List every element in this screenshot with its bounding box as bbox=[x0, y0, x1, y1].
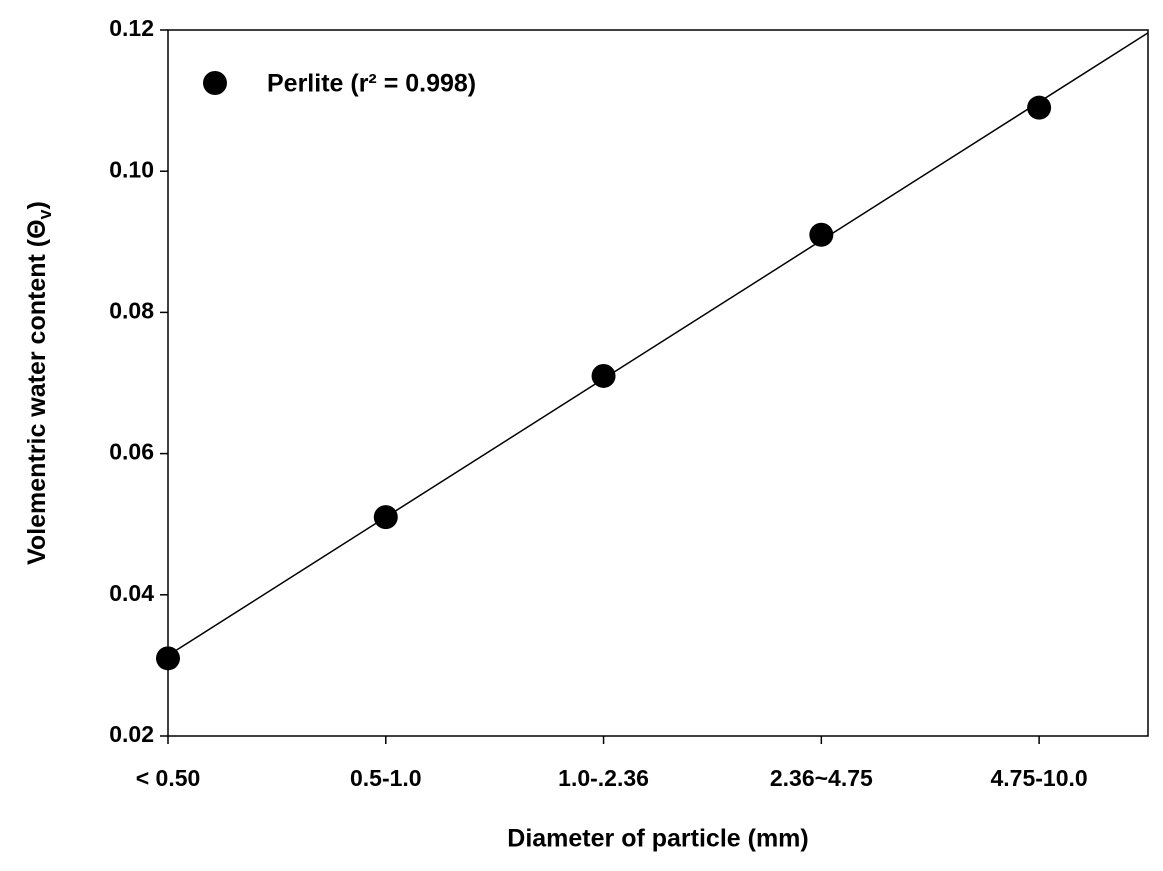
x-axis-title: Diameter of particle (mm) bbox=[507, 825, 808, 853]
y-tick-label: 0.10 bbox=[109, 156, 154, 182]
y-tick-label: 0.06 bbox=[109, 439, 154, 465]
y-axis-title-end: ) bbox=[23, 201, 51, 209]
fit-line bbox=[167, 32, 1149, 657]
x-tick-label: 4.75-10.0 bbox=[991, 765, 1088, 791]
y-tick-label: 0.08 bbox=[109, 297, 154, 323]
data-point bbox=[809, 222, 834, 247]
x-tick-label: 2.36~4.75 bbox=[770, 765, 873, 791]
plot-frame bbox=[167, 29, 1149, 737]
y-axis-title: Volementric water content (Θv) bbox=[23, 201, 55, 565]
y-axis-title-sub: v bbox=[35, 209, 55, 219]
y-tick-label: 0.04 bbox=[109, 580, 154, 606]
x-tick-label: 0.5-1.0 bbox=[350, 765, 422, 791]
y-tick-label: 0.12 bbox=[109, 15, 154, 41]
data-point bbox=[373, 505, 398, 530]
data-point bbox=[591, 363, 616, 388]
legend-marker bbox=[203, 71, 227, 95]
legend-label: Perlite (r² = 0.998) bbox=[267, 70, 476, 98]
y-axis-title-main: Volementric water content (Θ bbox=[23, 219, 51, 564]
data-point bbox=[156, 646, 180, 671]
x-tick-label: 1.0-.2.36 bbox=[558, 765, 649, 791]
data-point bbox=[1027, 95, 1052, 120]
x-tick-label: < 0.50 bbox=[136, 765, 201, 791]
y-tick-label: 0.02 bbox=[109, 721, 154, 747]
